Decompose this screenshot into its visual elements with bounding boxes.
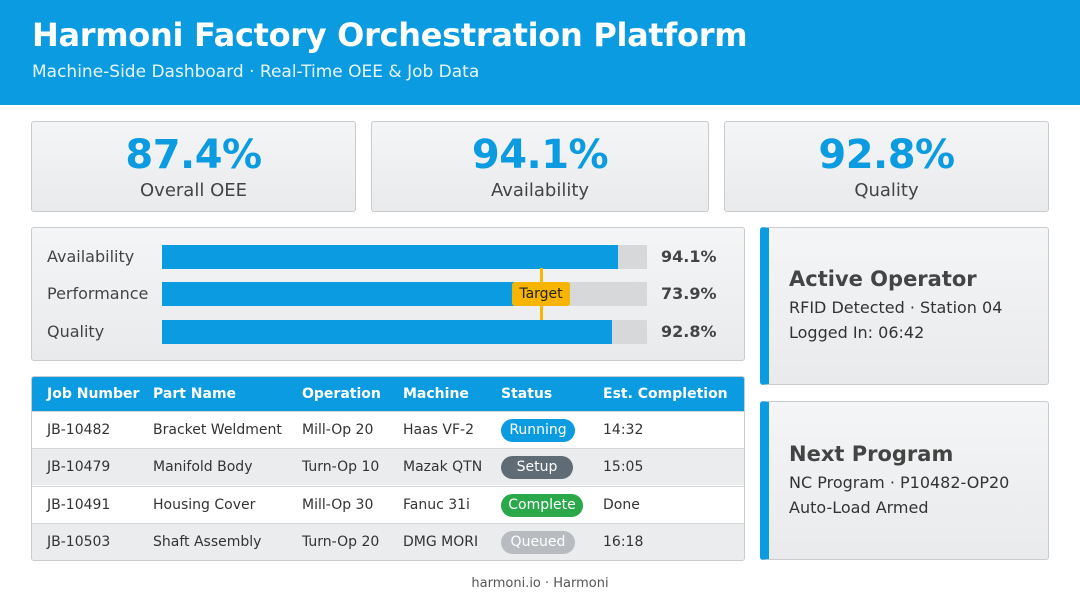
page-title: Harmoni Factory Orchestration Platform (32, 16, 748, 54)
part-name: Shaft Assembly (153, 534, 262, 550)
column-header[interactable]: Part Name (153, 386, 237, 402)
operation: Turn-Op 20 (302, 534, 380, 550)
status-badge: Setup (501, 456, 573, 479)
kpi-value: 87.4% (125, 132, 262, 178)
bar-track (162, 320, 647, 344)
job-number: JB-10482 (47, 422, 111, 438)
table-row[interactable]: JB-10503 Shaft Assembly Turn-Op 20 DMG M… (32, 523, 744, 560)
bar-value: 92.8% (661, 322, 717, 341)
bar-fill (162, 320, 613, 344)
operation: Mill-Op 30 (302, 497, 374, 513)
column-header[interactable]: Job Number (47, 386, 140, 402)
bar-label: Performance (47, 284, 149, 303)
kpi-card-availability: 94.1% Availability (371, 121, 709, 212)
job-number: JB-10479 (47, 459, 111, 475)
part-name: Manifold Body (153, 459, 253, 475)
est-completion: Done (603, 497, 640, 513)
nc-program: NC Program · P10482-OP20 (789, 473, 1010, 492)
machine: Mazak QTN (403, 459, 483, 475)
est-completion: 16:18 (603, 534, 644, 550)
bar-row-quality: Quality 92.8% (32, 320, 744, 346)
bar-fill (162, 245, 619, 269)
est-completion: 14:32 (603, 422, 644, 438)
column-header[interactable]: Machine (403, 386, 469, 402)
bar-value: 73.9% (661, 284, 717, 303)
target-tag: Target (512, 282, 570, 306)
kpi-card-oee: 87.4% Overall OEE (31, 121, 356, 212)
operator-rfid: RFID Detected · Station 04 (789, 298, 1003, 317)
page-subtitle: Machine-Side Dashboard · Real-Time OEE &… (32, 62, 480, 82)
bar-row-availability: Availability 94.1% (32, 245, 744, 271)
kpi-label: Quality (854, 180, 919, 201)
table-row[interactable]: JB-10491 Housing Cover Mill-Op 30 Fanuc … (32, 486, 744, 523)
operation: Mill-Op 20 (302, 422, 374, 438)
bar-label: Availability (47, 247, 135, 266)
operator-login-time: Logged In: 06:42 (789, 323, 925, 342)
part-name: Bracket Weldment (153, 422, 282, 438)
table-header: Job Number Part Name Operation Machine S… (32, 377, 744, 411)
job-number: JB-10503 (47, 534, 111, 550)
bar-track (162, 282, 647, 306)
machine: Haas VF-2 (403, 422, 475, 438)
kpi-label: Overall OEE (140, 180, 247, 201)
column-header[interactable]: Status (501, 386, 553, 402)
machine: DMG MORI (403, 534, 479, 550)
est-completion: 15:05 (603, 459, 644, 475)
oee-bars-panel: Availability 94.1% Performance 73.9% Qua… (31, 227, 745, 361)
kpi-value: 94.1% (471, 132, 609, 178)
operation: Turn-Op 10 (302, 459, 380, 475)
table-row[interactable]: JB-10479 Manifold Body Turn-Op 10 Mazak … (32, 448, 744, 485)
kpi-value: 92.8% (818, 132, 955, 178)
bar-label: Quality (47, 322, 105, 341)
bar-fill (162, 282, 521, 306)
status-badge: Running (501, 419, 575, 442)
kpi-card-quality: 92.8% Quality (724, 121, 1049, 212)
column-header[interactable]: Operation (302, 386, 381, 402)
machine: Fanuc 31i (403, 497, 470, 513)
status-badge: Queued (501, 531, 575, 554)
part-name: Housing Cover (153, 497, 256, 513)
bar-row-performance: Performance 73.9% (32, 282, 744, 308)
auto-load-status: Auto-Load Armed (789, 498, 929, 517)
table-row[interactable]: JB-10482 Bracket Weldment Mill-Op 20 Haa… (32, 411, 744, 448)
column-header[interactable]: Est. Completion (603, 386, 728, 402)
next-program-title: Next Program (789, 442, 954, 466)
next-program-card: Next Program NC Program · P10482-OP20 Au… (760, 401, 1049, 560)
operator-title: Active Operator (789, 267, 977, 291)
status-badge: Complete (501, 494, 583, 517)
job-number: JB-10491 (47, 497, 111, 513)
jobs-table: Job Number Part Name Operation Machine S… (31, 376, 745, 561)
bar-track (162, 245, 647, 269)
footer-credit: harmoni.io · Harmoni (471, 576, 609, 591)
active-operator-card: Active Operator RFID Detected · Station … (760, 227, 1049, 385)
kpi-label: Availability (490, 180, 590, 201)
header-banner: Harmoni Factory Orchestration Platform M… (0, 0, 1080, 105)
bar-value: 94.1% (661, 247, 717, 266)
